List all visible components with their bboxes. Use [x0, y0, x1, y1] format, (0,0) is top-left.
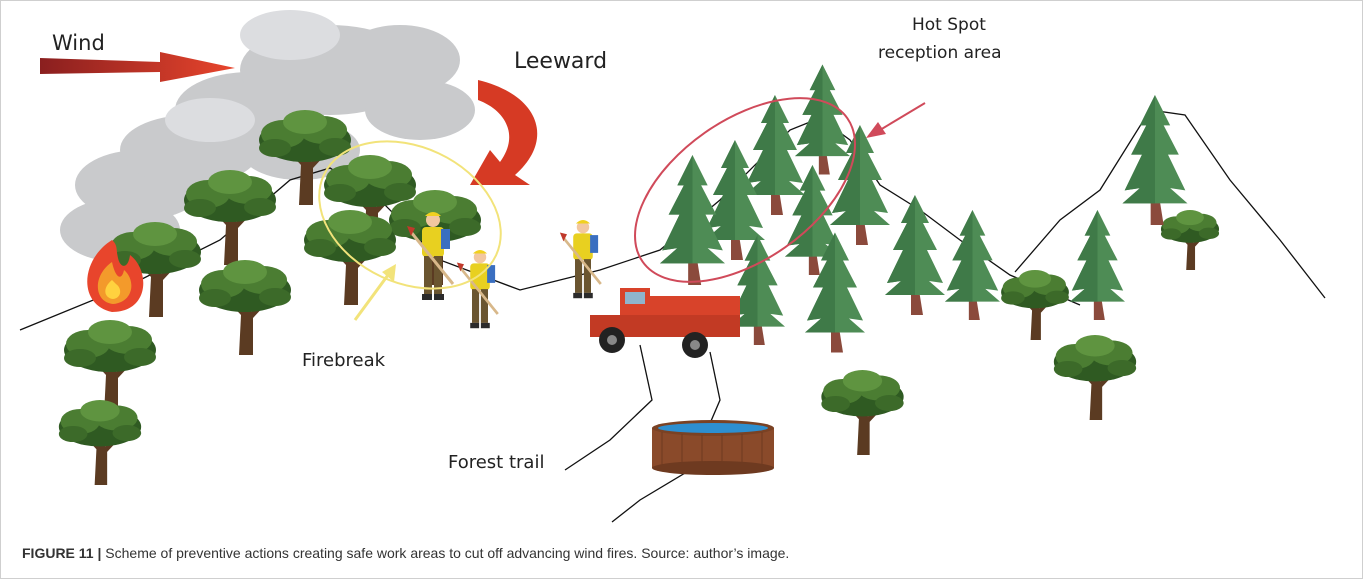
oak-tree	[64, 320, 156, 415]
pine-tree	[795, 65, 850, 175]
oak-tree	[1054, 335, 1136, 420]
pine-tree	[1070, 210, 1125, 320]
oak-tree	[1001, 270, 1069, 340]
pine-tree	[945, 210, 1000, 320]
leeward-label: Leeward	[514, 49, 607, 74]
pine-tree	[885, 195, 945, 315]
caption: FIGURE 11 | Scheme of preventive actions…	[22, 545, 789, 561]
wind-label: Wind	[52, 31, 105, 55]
hot-spot-label: Hot Spot	[912, 15, 986, 35]
page: Wind Leeward Hot Spot reception area Fir…	[0, 0, 1363, 587]
leeward-arrow	[470, 80, 537, 185]
firebreak-label: Firebreak	[302, 350, 386, 371]
oak-tree	[199, 260, 291, 355]
figure: Wind Leeward Hot Spot reception area Fir…	[0, 0, 1363, 587]
caption-text: Scheme of preventive actions creating sa…	[105, 545, 789, 561]
water-tank	[652, 420, 774, 475]
forest-trail-label: Forest trail	[448, 452, 544, 473]
pine-tree	[745, 95, 805, 215]
hot-spot-arrow	[866, 103, 925, 138]
firebreak-arrow	[355, 264, 396, 320]
fire-truck	[590, 288, 740, 358]
wind-arrow	[40, 52, 235, 82]
oak-tree	[1161, 210, 1219, 270]
hot-spot-label: reception area	[878, 43, 1002, 63]
oak-tree	[59, 400, 141, 485]
caption-label: FIGURE 11 |	[22, 545, 101, 561]
firefighter	[560, 220, 601, 298]
oak-tree	[821, 370, 903, 455]
